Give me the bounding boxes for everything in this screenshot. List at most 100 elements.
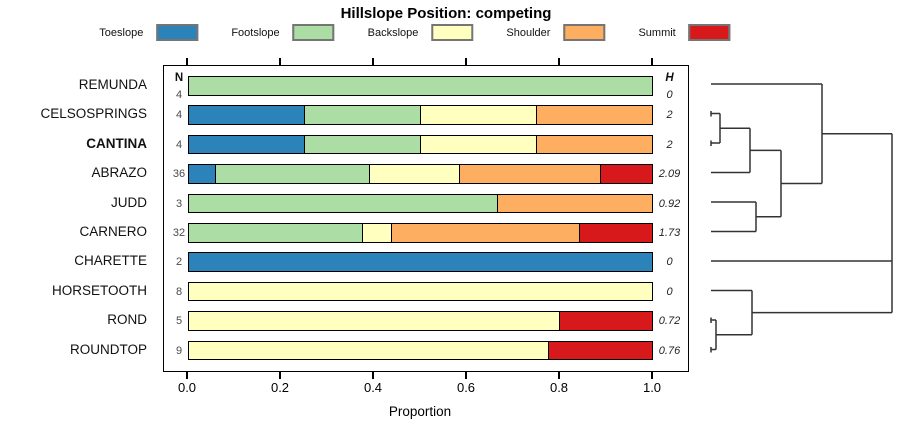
stacked-bar xyxy=(188,281,653,302)
x-axis-tick-label: 1.0 xyxy=(642,380,662,395)
h-column-header: H xyxy=(665,72,674,84)
stacked-bar xyxy=(188,76,653,96)
x-axis-top-tick xyxy=(372,58,374,65)
plot-panel: N H 4 0 4 2 4 2 36 2.09 3 0.92 32 1.73 2 0 8 0 5 0.72 9 0.7… xyxy=(163,65,689,372)
bar-segment-footslope xyxy=(214,165,369,183)
x-axis-top-tick xyxy=(279,58,281,65)
bar-segment-toeslope xyxy=(189,106,304,124)
x-axis-tick-label: 0.0 xyxy=(177,380,197,395)
row-label: HORSETOOTH xyxy=(51,282,147,298)
bar-segment-backslope xyxy=(368,165,459,183)
n-value: 4 xyxy=(175,109,183,122)
h-value: 1.73 xyxy=(658,227,681,239)
legend-item-footslope: Footslope xyxy=(231,24,335,41)
n-value: 4 xyxy=(175,88,183,101)
legend-swatch-icon xyxy=(431,24,474,41)
legend-item-toeslope: Toeslope xyxy=(99,24,199,41)
n-value: 2 xyxy=(175,256,183,269)
h-value: 2.09 xyxy=(658,168,681,181)
stacked-bar xyxy=(188,252,653,272)
bar-segment-footslope xyxy=(189,194,498,213)
bar-segment-summit xyxy=(548,341,652,360)
x-axis-tick xyxy=(558,372,560,379)
x-axis-tick xyxy=(465,372,467,379)
n-value: 4 xyxy=(175,138,183,151)
bar-segment-toeslope xyxy=(189,253,652,271)
stacked-bar xyxy=(188,193,653,214)
bar-segment-shoulder xyxy=(536,106,652,124)
x-axis-tick xyxy=(651,372,653,379)
bar-segment-summit xyxy=(558,312,652,330)
legend-swatch-icon xyxy=(688,24,731,41)
bar-segment-summit xyxy=(600,165,652,183)
bar-segment-shoulder xyxy=(391,224,580,242)
row-label: ABRAZO xyxy=(91,165,147,181)
bar-segment-shoulder xyxy=(497,194,652,213)
x-axis-tick xyxy=(372,372,374,379)
bar-segment-shoulder xyxy=(458,165,600,183)
legend-label: Backslope xyxy=(367,26,419,39)
x-axis-tick-label: 0.8 xyxy=(549,380,569,395)
bar-segment-footslope xyxy=(304,106,420,124)
h-value: 2 xyxy=(666,109,673,122)
x-axis-tick xyxy=(279,372,281,379)
bar-segment-backslope xyxy=(189,282,652,301)
h-value: 0.72 xyxy=(658,315,681,328)
x-axis-tick xyxy=(186,372,188,379)
h-value: 0.92 xyxy=(658,197,681,210)
legend-item-backslope: Backslope xyxy=(368,24,474,41)
bar-segment-footslope xyxy=(304,135,420,154)
chart-title: Hillslope Position: competing xyxy=(340,5,552,22)
row-label: REMUNDA xyxy=(78,77,147,92)
bar-segment-backslope xyxy=(420,135,536,154)
x-axis-top-tick xyxy=(558,58,560,65)
stacked-bar xyxy=(188,223,653,243)
row-label: CANTINA xyxy=(86,135,147,151)
stacked-bar xyxy=(188,105,653,125)
row-label: CELSOSPRINGS xyxy=(40,106,147,122)
legend-swatch-icon xyxy=(156,24,199,41)
x-axis-tick-label: 0.4 xyxy=(363,380,383,395)
stacked-bar xyxy=(188,134,653,155)
n-value: 5 xyxy=(175,315,183,328)
x-axis-top-tick xyxy=(186,58,188,65)
bar-segment-backslope xyxy=(189,312,559,330)
dendrogram xyxy=(710,83,893,353)
bar-segment-shoulder xyxy=(536,135,652,154)
n-value: 36 xyxy=(172,168,186,181)
x-axis-tick-label: 0.6 xyxy=(456,380,476,395)
h-value: 0 xyxy=(666,88,673,101)
bar-segment-footslope xyxy=(189,224,362,242)
legend-item-shoulder: Shoulder xyxy=(506,24,606,41)
legend-swatch-icon xyxy=(563,24,606,41)
legend-label: Toeslope xyxy=(99,26,144,39)
n-value: 9 xyxy=(175,344,183,357)
x-axis-tick-label: 0.2 xyxy=(270,380,290,395)
legend-label: Summit xyxy=(638,26,676,39)
legend-label: Shoulder xyxy=(506,26,551,39)
bar-segment-summit xyxy=(579,224,652,242)
stacked-bar xyxy=(188,311,653,331)
row-label: ROUNDTOP xyxy=(69,341,147,357)
bar-segment-backslope xyxy=(361,224,392,242)
h-value: 0 xyxy=(666,256,673,269)
x-axis-top-tick xyxy=(465,58,467,65)
n-value: 32 xyxy=(172,227,186,239)
legend-label: Footslope xyxy=(231,26,280,39)
bar-segment-backslope xyxy=(189,341,549,360)
row-label: CARNERO xyxy=(79,224,147,239)
row-label: JUDD xyxy=(111,194,147,210)
bar-segment-backslope xyxy=(420,106,536,124)
h-value: 2 xyxy=(666,138,673,151)
bar-segment-footslope xyxy=(189,77,652,95)
n-column-header: N xyxy=(174,72,184,84)
x-axis-top-tick xyxy=(651,58,653,65)
x-axis-title: Proportion xyxy=(388,404,452,419)
stacked-bar xyxy=(188,340,653,361)
n-value: 3 xyxy=(175,197,183,210)
n-value: 8 xyxy=(175,285,183,298)
h-value: 0 xyxy=(666,285,673,298)
row-label: CHARETTE xyxy=(74,253,147,269)
legend-item-summit: Summit xyxy=(638,24,731,41)
